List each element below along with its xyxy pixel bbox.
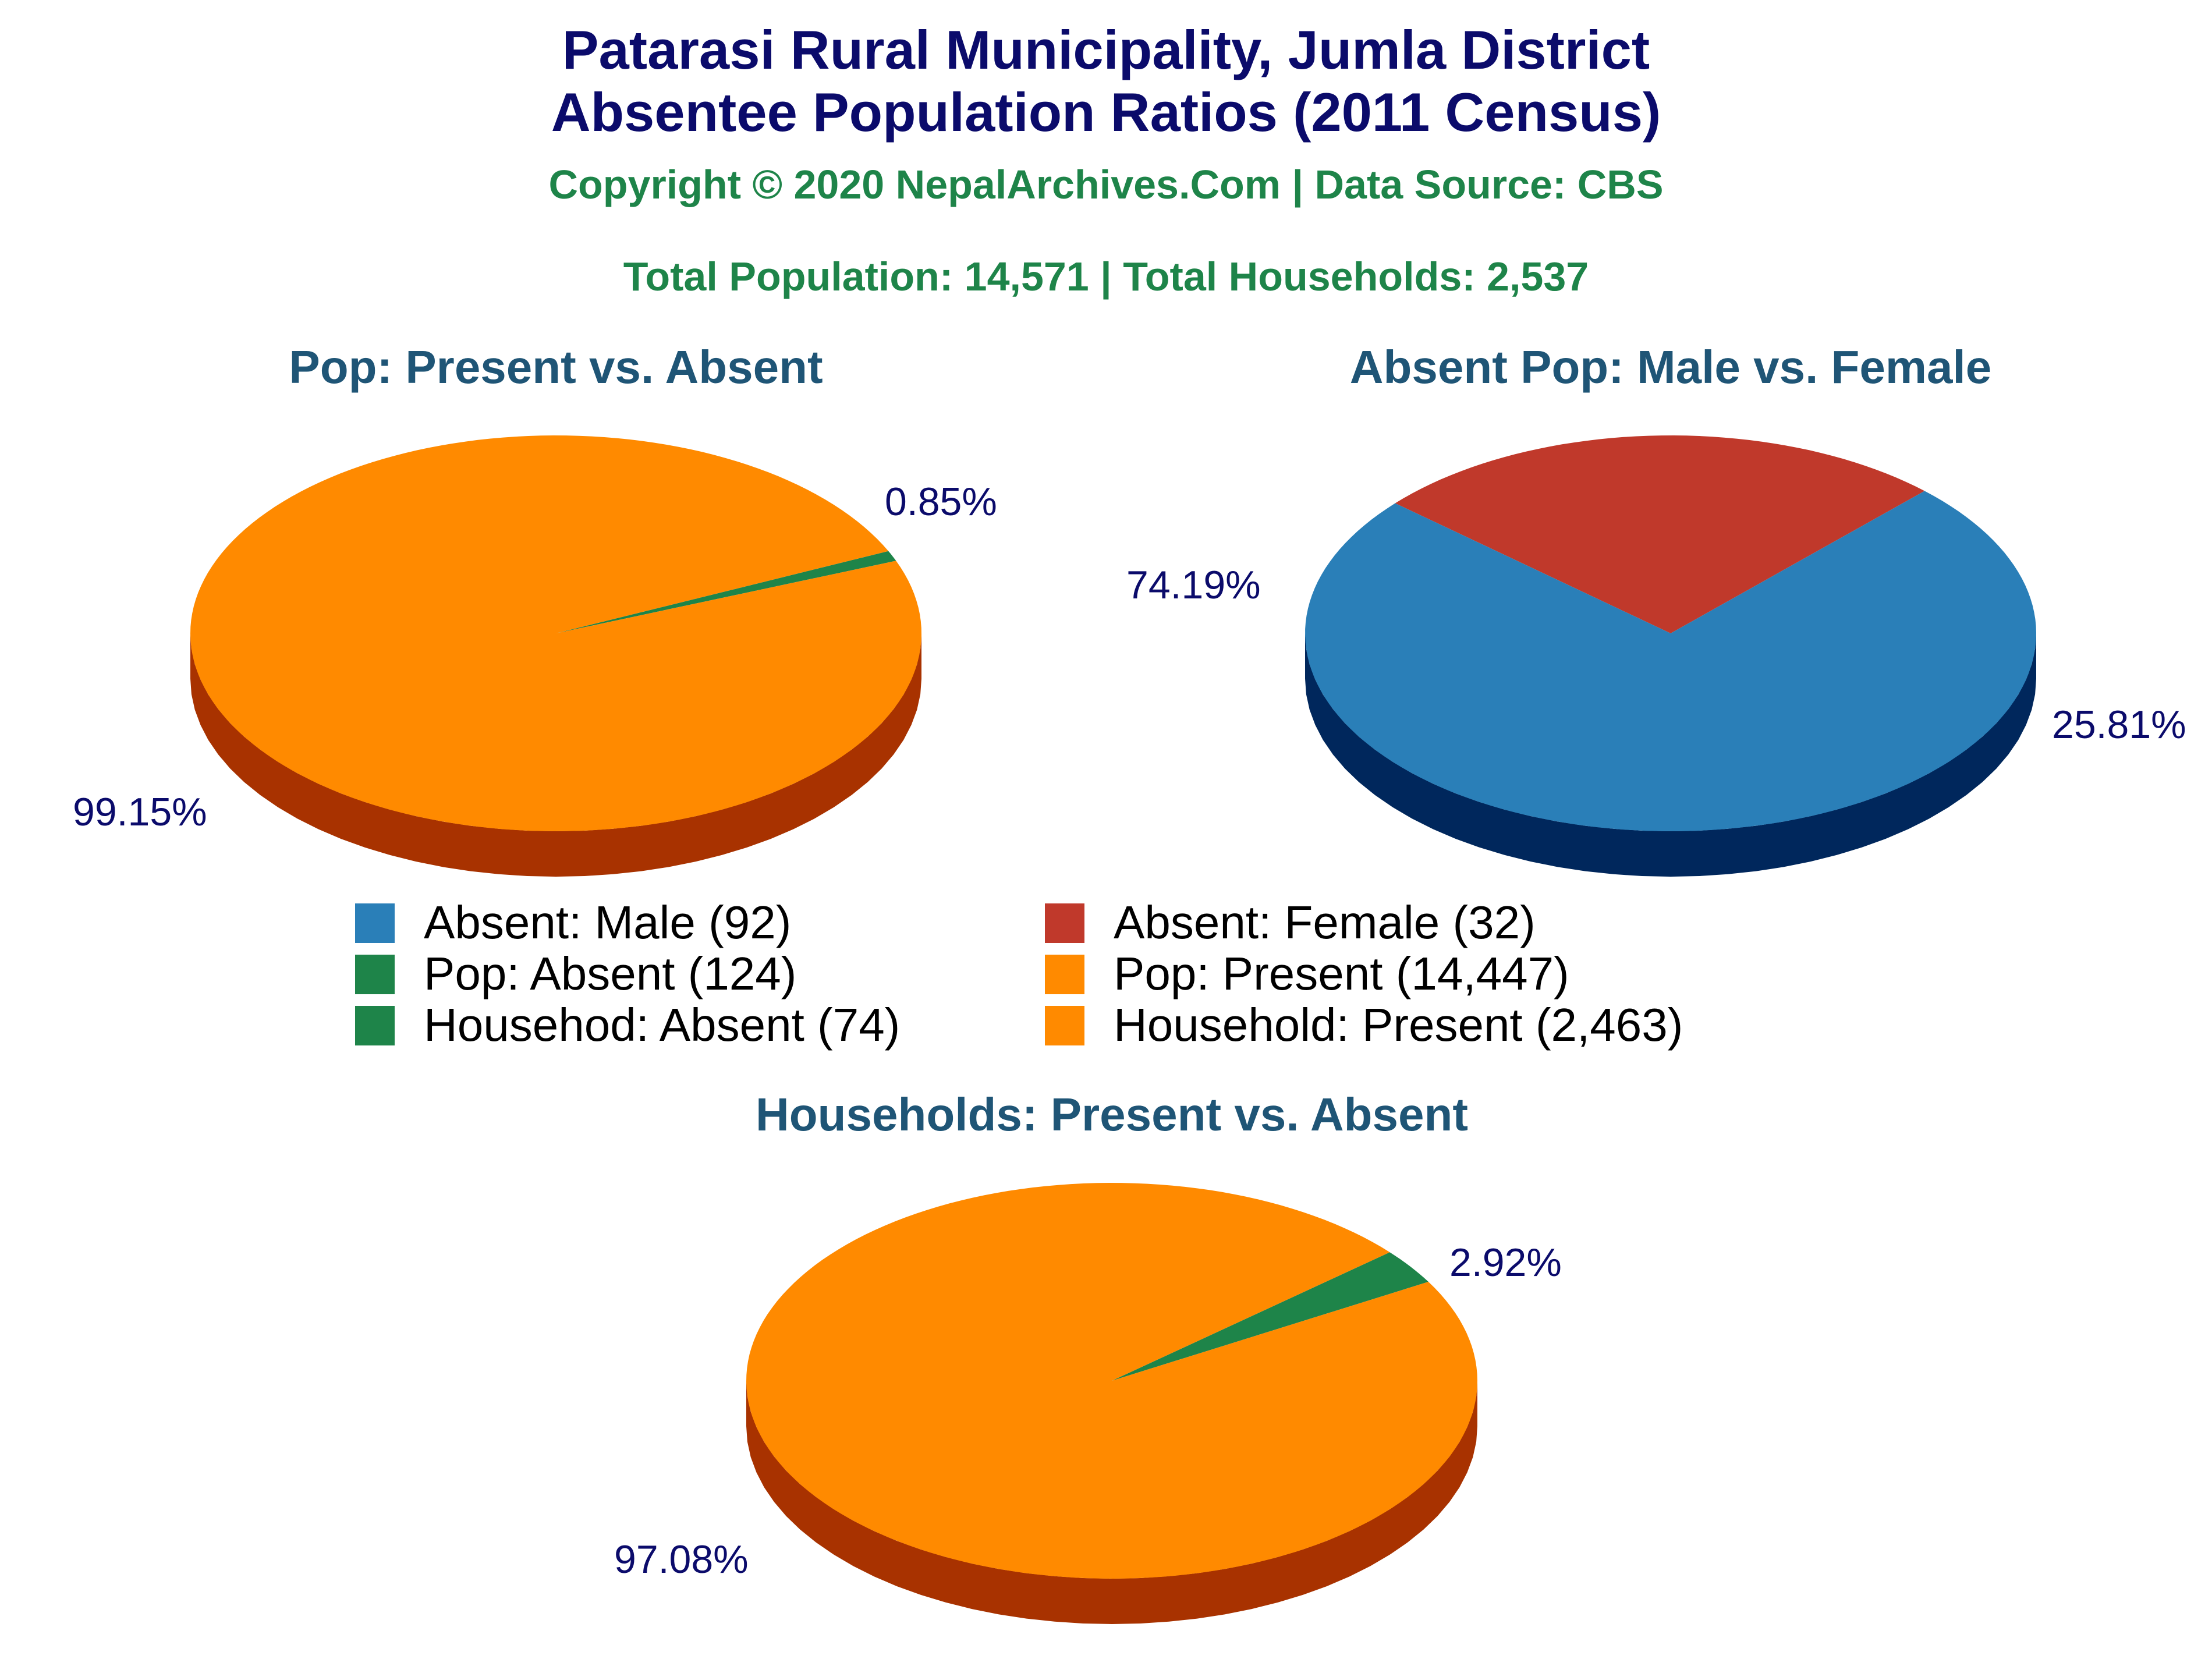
pie-slice <box>556 551 896 633</box>
chart-title-line1: Patarasi Rural Municipality, Jumla Distr… <box>562 19 1650 80</box>
legend-swatch <box>1045 903 1084 943</box>
legend-swatch <box>355 955 395 994</box>
pie-charts: Pop: Present vs. Absent 0.85% 99.15% Absent… <box>73 341 2186 1624</box>
pie-slice-label: 97.08% <box>614 1537 749 1582</box>
legend-label: Househod: Absent (74) <box>424 999 900 1051</box>
pie-chart-2: Absent Pop: Male vs. Female 25.81% 74.19% <box>1126 341 2186 877</box>
legend-label: Pop: Present (14,447) <box>1114 948 1569 999</box>
pie-side-wall <box>746 1381 1477 1624</box>
pie-slice <box>1112 1252 1428 1381</box>
legend: Absent: Male (92) Absent: Female (32)Pop:… <box>355 896 1683 1051</box>
legend-item: Pop: Absent (124) <box>355 948 796 999</box>
totals-text: Total Population: 14,571 | Total Househo… <box>623 254 1589 300</box>
legend-label: Absent: Male (92) <box>424 896 791 948</box>
legend-label: Household: Present (2,463) <box>1114 999 1683 1051</box>
pie-title: Absent Pop: Male vs. Female <box>1350 341 1992 393</box>
legend-label: Absent: Female (32) <box>1114 896 1536 948</box>
legend-item: Household: Present (2,463) <box>1045 999 1683 1051</box>
pie-slice <box>746 1183 1477 1579</box>
legend-swatch <box>1045 955 1084 994</box>
legend-item: Pop: Present (14,447) <box>1045 948 1569 999</box>
legend-swatch <box>355 1006 395 1045</box>
pie-slice <box>1395 435 1925 633</box>
legend-swatch <box>1045 1006 1084 1045</box>
chart-title-line2: Absentee Population Ratios (2011 Census) <box>551 81 1661 143</box>
pie-slice <box>190 435 921 831</box>
pie-slice <box>1305 491 2036 831</box>
legend-item: Househod: Absent (74) <box>355 999 900 1051</box>
pie-title: Pop: Present vs. Absent <box>289 341 823 393</box>
pie-title: Households: Present vs. Absent <box>756 1089 1468 1140</box>
pie-slice-label: 2.92% <box>1449 1240 1562 1285</box>
legend-item: Absent: Male (92) <box>355 896 791 948</box>
pie-slice-label: 25.81% <box>2052 703 2186 747</box>
pie-slice-label: 99.15% <box>73 790 207 834</box>
legend-swatch <box>355 903 395 943</box>
pie-slice-label: 74.19% <box>1126 563 1261 607</box>
pie-chart-3: Households: Present vs. Absent 2.92% 97.08… <box>614 1089 1562 1624</box>
pie-side-wall <box>190 633 921 877</box>
pie-slice-label: 0.85% <box>885 480 997 524</box>
pie-chart-1: Pop: Present vs. Absent 0.85% 99.15% <box>73 341 997 877</box>
copyright-text: Copyright © 2020 NepalArchives.Com | Dat… <box>548 162 1663 208</box>
pie-side-wall <box>1305 633 2036 877</box>
legend-label: Pop: Absent (124) <box>424 948 796 999</box>
legend-item: Absent: Female (32) <box>1045 896 1536 948</box>
